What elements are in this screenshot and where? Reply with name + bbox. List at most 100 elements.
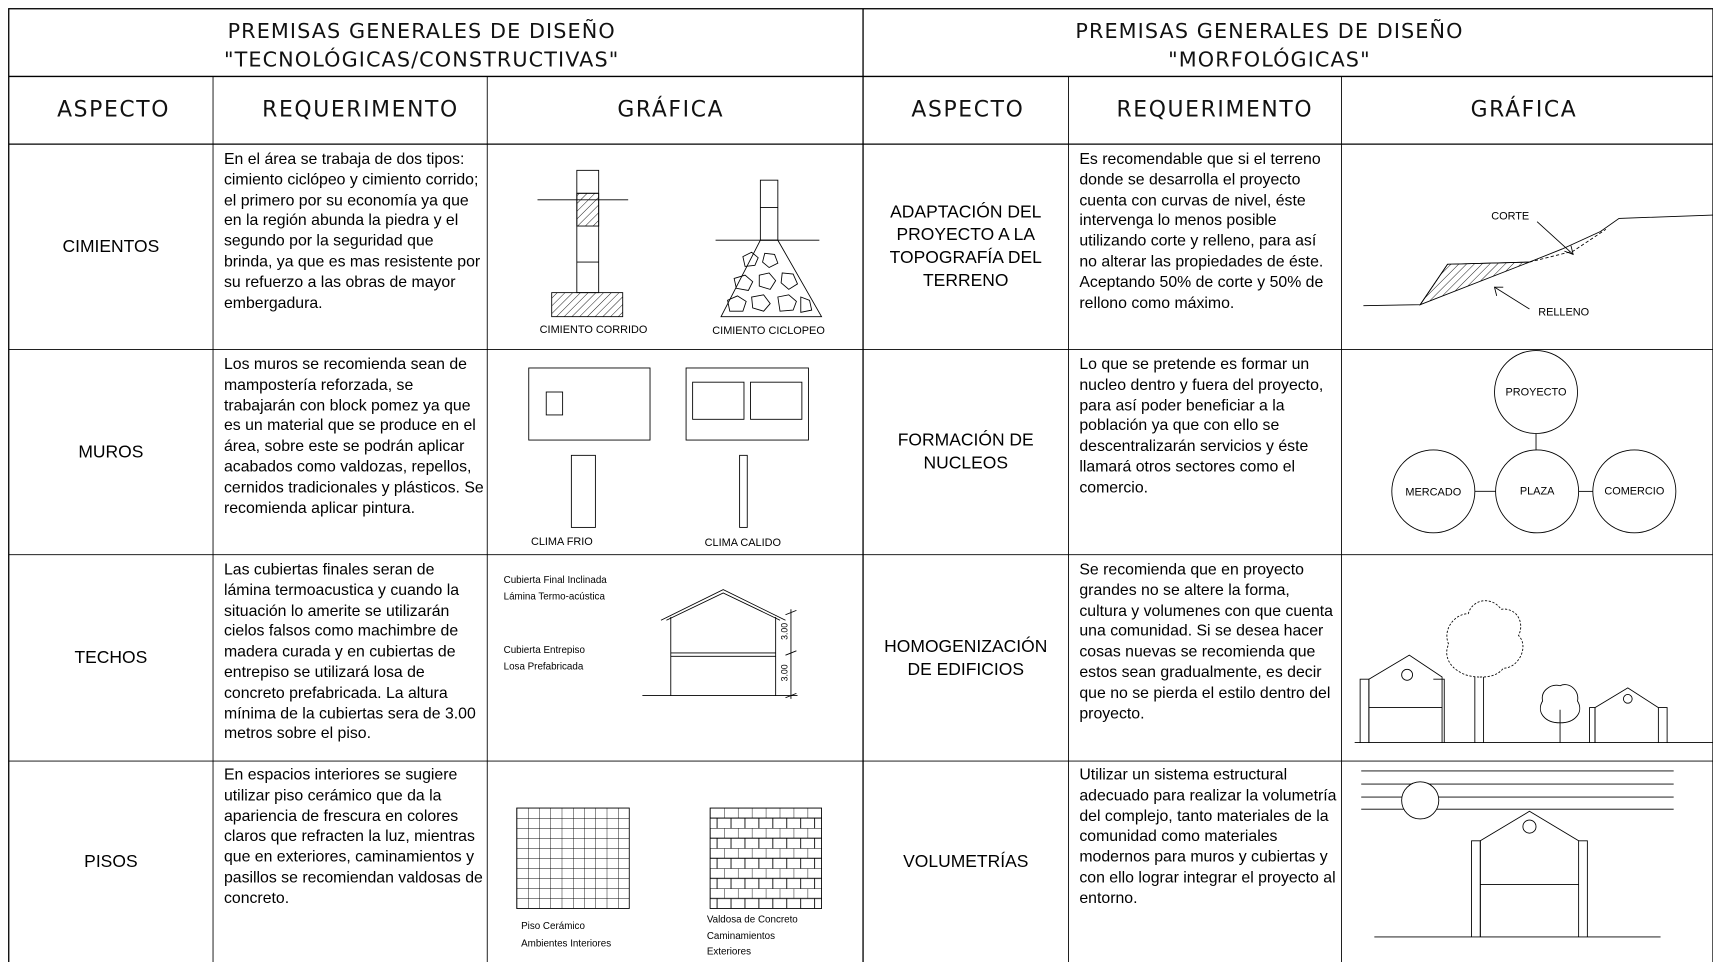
floor-drawing [516,807,822,909]
drawing-line [727,251,813,313]
requirement: Lo que se pretende es formar un nucleo d… [1079,355,1324,497]
drawing-line [785,609,797,616]
aspect: CIMIENTOS [62,237,160,257]
dimension-label: 3.00 [780,623,790,640]
graphic-label: RELLENO [1538,307,1589,319]
graphic-label: Losa Prefabricada [504,661,584,672]
aspect: TECHOS [74,648,148,668]
drawing-line [1401,781,1440,820]
drawing-line [545,391,564,416]
graphic-label: Caminamientos [707,931,775,942]
drawing-line [528,367,651,441]
drawing-line [516,807,630,909]
drawing-line [1539,684,1581,724]
drawing-line [1493,286,1504,297]
drawing-line [720,239,823,318]
requirement: Es recomendable que si el terreno donde … [1079,150,1324,312]
drawing-line [1471,840,1481,937]
title-line: "TECNOLÓGICAS/CONSTRUCTIVAS" [224,47,619,72]
graphic-label: COMERCIO [1604,486,1664,498]
drawing-line [1433,678,1445,743]
drawing-line [1622,694,1633,704]
terrain-drawing [1363,214,1713,310]
graphic-label: CLIMA FRIO [531,536,593,548]
column-header: GRÁFICA [1471,96,1578,122]
dimension-label: 3.00 [780,664,790,681]
requirement: Los muros se recomienda sean de mamposte… [223,355,484,518]
aspect: HOMOGENIZACIÓN DE EDIFICIOS [884,637,1048,679]
foundation-drawing [537,169,823,318]
column-header: REQUERIMENTO [1116,97,1313,122]
drawing-line [785,650,797,656]
requirement: Se recomienda que en proyecto grandes no… [1079,561,1333,723]
drawing-line [750,381,803,420]
drawing-line [1589,707,1596,743]
graphic-label: CIMIENTO CICLOPEO [712,325,825,337]
column-header: ASPECTO [911,97,1024,122]
graphic-label: CORTE [1491,210,1529,222]
graphic-label: Exteriores [707,946,751,957]
graphic-label: Ambientes Interiores [521,939,611,950]
drawing-line [685,367,809,441]
drawing-line [8,8,1713,962]
graphic-label: Piso Cerámico [521,921,585,932]
drawing-line [1479,810,1580,937]
drawing-line [785,692,797,699]
volumetry-drawing [1361,770,1674,938]
graphic-label: Valdosa de Concreto [707,915,798,926]
graphic-label: CIMIENTO CORRIDO [540,324,648,336]
drawing-line [759,179,779,241]
drawing-line [666,592,781,621]
section-drawing [642,589,798,699]
drawing-line [1363,214,1713,307]
nucleus-diagram [1391,350,1677,534]
graphic-label: CLIMA CALIDO [705,537,781,549]
drawing-group [8,8,1713,962]
drawing-line [1368,654,1443,743]
column-header: REQUERIMENTO [262,97,459,122]
graphic-label: PLAZA [1520,486,1555,498]
title-line: PREMISAS GENERALES DE DISEÑO [228,17,616,43]
aspect: VOLUMETRÍAS [903,852,1029,871]
aspect: ADAPTACIÓN DEL PROYECTO A LA TOPOGRAFÍA … [889,203,1042,291]
drawing-line [1564,245,1574,256]
drawing-line [1594,687,1659,743]
drawing-line [692,381,745,420]
drawing-line [660,589,786,621]
drawing-line [1529,228,1607,263]
wall-drawing [528,367,809,528]
graphic-label: Lámina Termo-acústica [504,591,606,602]
drawing-line [1658,707,1668,743]
graphic-label: PROYECTO [1506,386,1567,398]
aspect: PISOS [84,852,138,871]
title-line: PREMISAS GENERALES DE DISEÑO [1075,17,1463,43]
drawing-line [1446,600,1524,678]
drawing-line [709,807,822,909]
drawing-line [570,454,596,528]
drawing-line [1401,668,1414,681]
drawing-line [1536,221,1574,255]
drawing-line [1578,840,1588,937]
graphic-label: Cubierta Final Inclinada [504,575,608,586]
requirement: En el área se trabaja de dos tipos: cimi… [223,150,481,312]
drawing-line [551,292,624,318]
aspect: MUROS [78,442,144,462]
aspect: FORMACIÓN DE NUCLEOS [897,431,1034,473]
buildings-drawing [1354,600,1713,743]
column-header: ASPECTO [57,97,170,122]
title-line: "MORFOLÓGICAS" [1168,47,1371,72]
drawing-line [1359,678,1370,743]
drawing-line [576,169,600,294]
drawing-line [739,454,748,528]
graphic-label: Cubierta Entrepiso [504,645,586,656]
graphic-label: MERCADO [1405,487,1461,499]
column-header: GRÁFICA [617,96,724,122]
drawing-line [1419,261,1530,306]
requirement: En espacios interiores se sugiere utiliz… [223,766,483,908]
requirement: Utilizar un sistema estructural adecuado… [1079,766,1337,908]
requirement: Las cubiertas finales seran de lámina te… [223,561,476,743]
drawing-line [1494,286,1530,310]
